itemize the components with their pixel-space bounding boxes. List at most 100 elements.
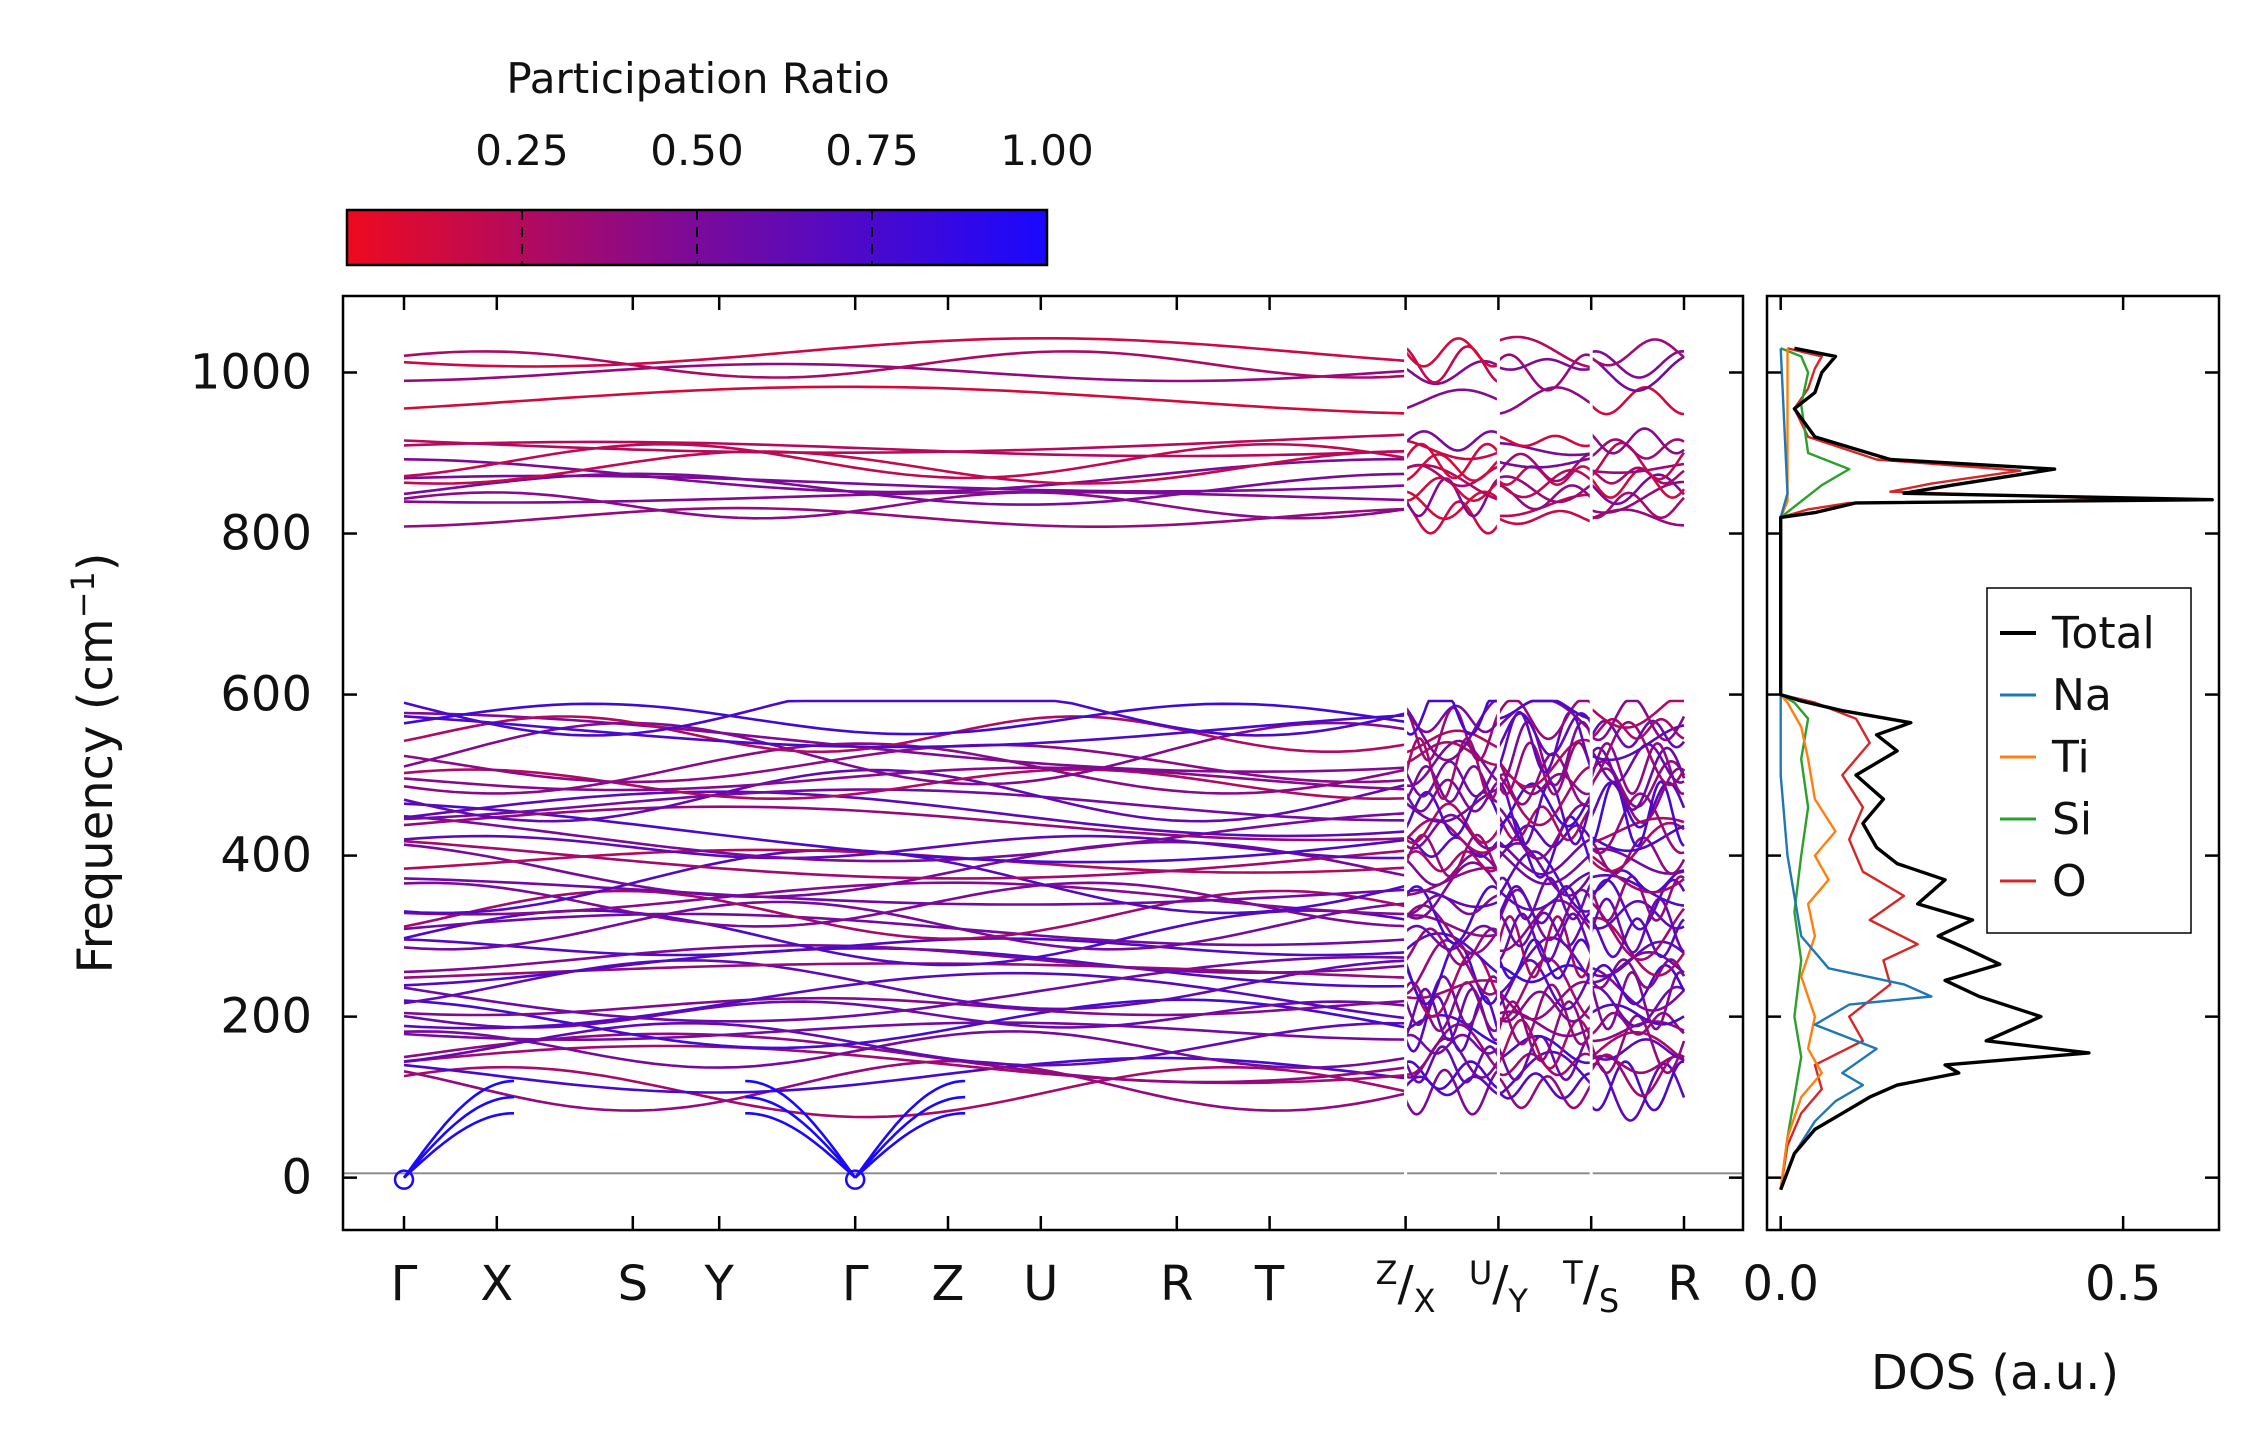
band-line (403, 912, 1406, 947)
band-line (1404, 736, 1500, 801)
band-line (1405, 729, 1500, 754)
band-line (1404, 699, 1499, 736)
band-line (1497, 452, 1592, 483)
band-line (403, 943, 1406, 975)
acoustic-branch (403, 1095, 515, 1179)
legend: Total Na Ti Si O (1986, 587, 2192, 934)
band-line (1590, 917, 1685, 959)
band-line (1404, 833, 1500, 878)
band-line (1405, 439, 1499, 461)
colorbar-tick-label: 1.00 (1000, 126, 1094, 175)
dos-x-tick-label: 0.5 (2085, 1256, 2161, 1312)
y-tick-label: 1000 (190, 344, 312, 400)
band-line (1590, 816, 1685, 844)
band-line (403, 474, 1406, 493)
band-line (1590, 1060, 1685, 1112)
band-line (1590, 1038, 1685, 1061)
band-line (403, 802, 1406, 864)
kpoint-label: X (480, 1256, 513, 1312)
band-line (1404, 818, 1500, 855)
y-tick-label: 0 (281, 1150, 312, 1206)
band-line (1404, 1068, 1500, 1116)
band-line (1404, 849, 1500, 873)
acoustic-branch (854, 1079, 966, 1179)
band-line (1590, 963, 1686, 1006)
band-line (1590, 985, 1685, 1028)
band-line (1405, 1023, 1500, 1076)
colorbar-tick-label: 0.50 (650, 126, 744, 175)
kpoint-label: T (1254, 1256, 1285, 1312)
colorbar: Participation Ratio 0.25 0.50 0.75 1.00 (345, 54, 1094, 267)
kpoint-label: Y (704, 1256, 735, 1312)
band-line (1590, 438, 1685, 460)
band-line (1590, 836, 1686, 876)
band-line (1590, 480, 1684, 514)
band-line (1404, 924, 1500, 951)
y-tick-label: 800 (220, 506, 312, 562)
dos-axis-ticks (1767, 296, 2219, 1230)
colorbar-ticks: 0.25 0.50 0.75 1.00 (475, 126, 1094, 265)
kpoint-label-combined: T/S (1562, 1254, 1619, 1320)
band-line (1497, 912, 1593, 964)
dos-line-total (1779, 346, 2214, 1191)
band-line (1497, 1072, 1592, 1100)
legend-label: Total (2051, 608, 2155, 659)
band-line (403, 768, 1406, 823)
y-tick-label: 400 (220, 828, 312, 884)
band-line (1590, 1003, 1685, 1026)
band-line (1405, 741, 1499, 767)
band-line (1404, 760, 1500, 798)
band-line (1589, 741, 1685, 796)
band-line (1590, 338, 1685, 367)
band-line (1590, 792, 1685, 855)
band-line (1589, 897, 1685, 954)
band-line (1590, 355, 1685, 392)
band-line (1497, 720, 1593, 787)
band-line (1590, 1053, 1685, 1098)
band-line (403, 490, 1406, 504)
band-line (1404, 704, 1500, 734)
band-line (403, 721, 1406, 786)
band-line (1497, 1034, 1592, 1065)
band-line (1497, 876, 1593, 921)
band-line (403, 788, 1406, 822)
band-line (1590, 900, 1685, 930)
band-line (1404, 430, 1500, 452)
band-line (403, 742, 1406, 795)
acoustic-branch (745, 1112, 857, 1179)
band-line (1590, 1054, 1685, 1075)
band-line (1497, 938, 1593, 980)
band-line (1404, 787, 1499, 823)
band-line (1497, 357, 1592, 371)
band-line (1404, 1013, 1499, 1046)
band-line (403, 491, 1406, 520)
acoustic-branch (745, 1079, 857, 1179)
band-line (1404, 885, 1500, 945)
legend-frame (1986, 587, 2192, 934)
y-axis-label-close: ) (68, 552, 124, 571)
band-line (403, 702, 1406, 736)
band-line (403, 971, 1406, 1030)
band-line (1497, 509, 1592, 526)
band-line (403, 839, 1406, 880)
band-line (403, 840, 1406, 899)
band-line (403, 812, 1406, 863)
band-line (1590, 349, 1685, 379)
band-line (403, 350, 1406, 379)
band-line (403, 768, 1406, 801)
band-line (403, 834, 1406, 860)
kpoint-label: R (1160, 1256, 1193, 1312)
kpoint-label: U (1023, 1256, 1058, 1312)
band-line (1590, 427, 1685, 455)
band-lines (402, 296, 1686, 1230)
dos-x-tick-labels: 0.0 0.5 (1743, 1256, 2162, 1312)
band-line (1590, 940, 1685, 978)
acoustic-zero-marker (844, 1169, 866, 1190)
band-axis-ticks (343, 296, 1743, 1230)
kpoint-label: Z (932, 1256, 965, 1312)
band-line (1404, 1075, 1499, 1097)
band-line (403, 337, 1406, 368)
band-line (403, 937, 1406, 957)
band-line (403, 1021, 1406, 1041)
band-line (403, 715, 1406, 754)
